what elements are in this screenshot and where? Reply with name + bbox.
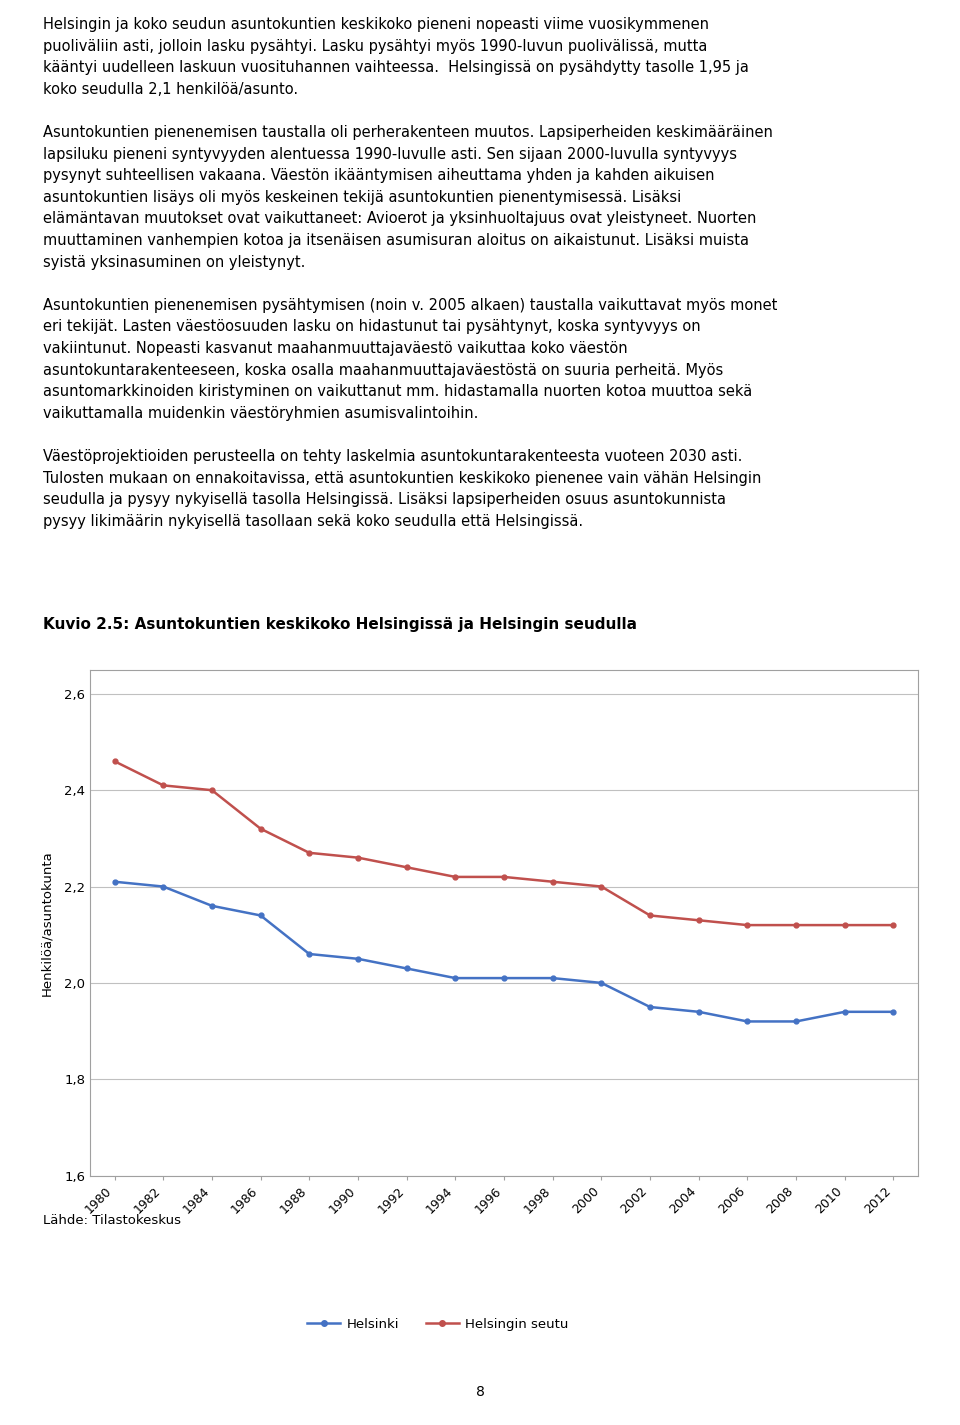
Helsingin seutu: [108, 752, 120, 770]
Helsinki: [644, 999, 656, 1016]
Helsingin seutu: [547, 874, 559, 891]
Text: Kuvio 2.5: Asuntokuntien keskikoko Helsingissä ja Helsingin seudulla: Kuvio 2.5: Asuntokuntien keskikoko Helsi…: [43, 617, 637, 633]
Helsingin seutu: [157, 777, 169, 794]
Helsingin seutu: [352, 849, 364, 866]
Helsingin seutu: [401, 859, 413, 876]
Helsinki: [206, 898, 218, 915]
Helsinki: [401, 960, 413, 978]
Helsinki: [498, 969, 510, 986]
Text: Lähde: Tilastokeskus: Lähde: Tilastokeskus: [43, 1214, 181, 1227]
Helsinki: [157, 878, 169, 895]
Helsingin seutu: [839, 916, 851, 933]
Helsingin seutu: [498, 868, 510, 885]
Helsingin seutu: [644, 906, 656, 923]
Helsinki: [547, 969, 559, 986]
Helsingin seutu: [303, 844, 315, 861]
Helsinki: [108, 874, 120, 891]
Line: Helsinki: Helsinki: [112, 879, 896, 1025]
Helsinki: [254, 906, 266, 923]
Text: Helsingin ja koko seudun asuntokuntien keskikoko pieneni nopeasti viime vuosikym: Helsingin ja koko seudun asuntokuntien k…: [43, 17, 778, 529]
Helsingin seutu: [254, 821, 266, 838]
Helsinki: [742, 1013, 754, 1030]
Text: 8: 8: [475, 1385, 485, 1399]
Helsingin seutu: [693, 912, 705, 929]
Helsingin seutu: [888, 916, 900, 933]
Helsinki: [352, 950, 364, 968]
Y-axis label: Henkilöä/asuntokunta: Henkilöä/asuntokunta: [40, 849, 53, 996]
Helsinki: [449, 969, 461, 986]
Helsingin seutu: [790, 916, 802, 933]
Line: Helsingin seutu: Helsingin seutu: [112, 760, 896, 928]
Helsinki: [595, 975, 607, 992]
Legend: Helsinki, Helsingin seutu: Helsinki, Helsingin seutu: [301, 1312, 574, 1337]
Helsingin seutu: [742, 916, 754, 933]
Helsinki: [839, 1003, 851, 1020]
Helsingin seutu: [449, 868, 461, 885]
Helsinki: [888, 1003, 900, 1020]
Helsingin seutu: [595, 878, 607, 895]
Helsinki: [790, 1013, 802, 1030]
Helsingin seutu: [206, 782, 218, 799]
Helsinki: [693, 1003, 705, 1020]
Helsinki: [303, 945, 315, 962]
